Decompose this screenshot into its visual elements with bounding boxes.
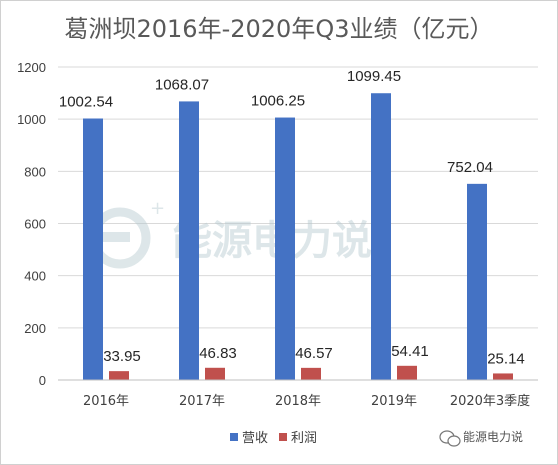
y-tick-label: 800 xyxy=(24,164,46,179)
chart-title: 葛洲坝2016年-2020年Q3业绩（亿元） xyxy=(65,15,494,43)
watermark-text: 能源电力说 xyxy=(172,218,372,264)
y-tick-label: 400 xyxy=(24,269,46,284)
wechat-icon xyxy=(439,430,461,447)
profit-value-label: 54.41 xyxy=(391,343,429,360)
x-tick-label: 2017年 xyxy=(179,394,225,409)
revenue-value-label: 1068.07 xyxy=(155,76,209,93)
revenue-value-label: 1099.45 xyxy=(347,68,401,85)
profit-bar xyxy=(205,367,225,380)
y-tick-label: 600 xyxy=(24,217,46,232)
x-tick-label: 2016年 xyxy=(83,394,129,409)
corner-watermark: 能源电力说 xyxy=(439,429,523,447)
legend-swatch-revenue xyxy=(230,433,238,441)
revenue-bar xyxy=(179,101,199,380)
y-axis-ticks: 0 200 400 600 800 1000 1200 xyxy=(17,60,46,388)
profit-value-label: 46.57 xyxy=(295,345,333,362)
data-labels: 1002.54 33.95 1068.07 46.83 1006.25 46.57 1099… xyxy=(59,68,525,367)
revenue-value-label: 752.04 xyxy=(447,159,493,176)
y-tick-label: 0 xyxy=(39,373,46,388)
profit-value-label: 46.83 xyxy=(199,345,237,362)
revenue-bar xyxy=(275,117,295,380)
bars xyxy=(83,93,513,380)
revenue-value-label: 1002.54 xyxy=(59,94,113,111)
y-tick-label: 200 xyxy=(24,321,46,336)
revenue-bar xyxy=(467,183,487,380)
y-tick-label: 1000 xyxy=(17,112,46,127)
revenue-bar xyxy=(83,118,103,380)
revenue-bar xyxy=(371,93,391,380)
legend-label-revenue: 营收 xyxy=(242,431,268,446)
legend: 营收 利润 xyxy=(230,431,317,446)
profit-bar xyxy=(397,365,417,380)
x-tick-label: 2019年 xyxy=(371,394,417,409)
profit-bar xyxy=(301,367,321,380)
y-tick-label: 1200 xyxy=(17,60,46,75)
svg-text:+: + xyxy=(150,198,165,219)
watermark-logo-icon: + xyxy=(89,198,165,269)
profit-bar xyxy=(493,373,513,380)
gridlines xyxy=(58,66,538,329)
corner-watermark-text: 能源电力说 xyxy=(463,429,523,444)
profit-value-label: 33.95 xyxy=(103,348,141,365)
watermark: + 能源电力说 xyxy=(89,198,372,269)
legend-swatch-profit xyxy=(279,433,287,441)
x-tick-label: 2020年3季度 xyxy=(450,393,530,409)
legend-label-profit: 利润 xyxy=(291,431,317,446)
profit-bar xyxy=(109,371,129,380)
x-axis-ticks: 2016年 2017年 2018年 2019年 2020年3季度 xyxy=(83,393,530,409)
revenue-value-label: 1006.25 xyxy=(251,93,305,110)
profit-value-label: 25.14 xyxy=(487,350,525,367)
x-tick-label: 2018年 xyxy=(275,394,321,409)
